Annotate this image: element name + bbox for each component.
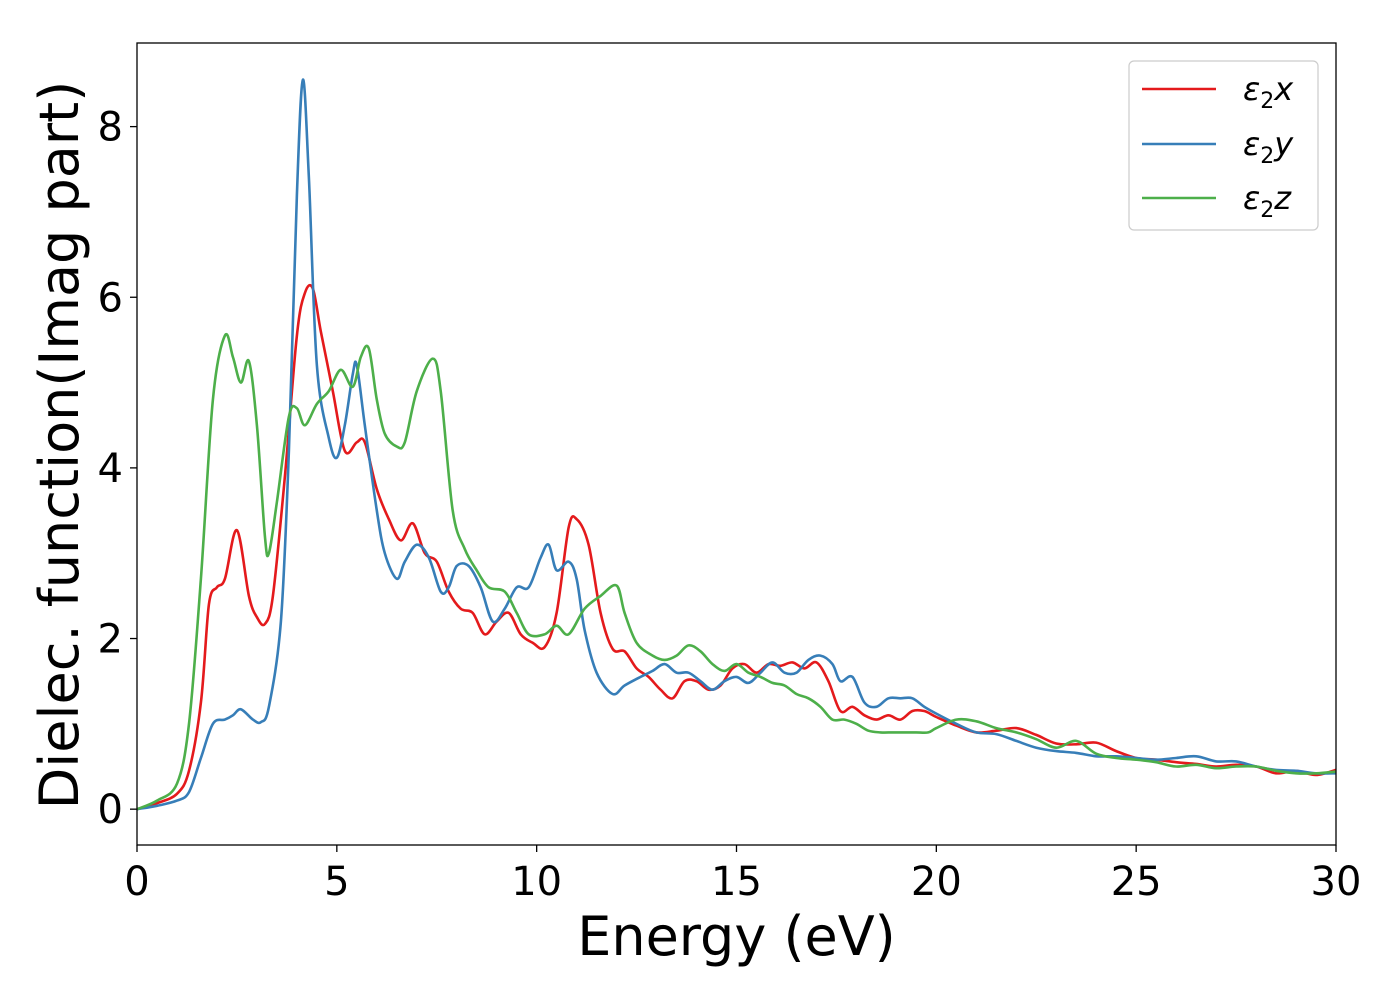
legend-box	[1128, 60, 1319, 231]
x-axis-ticks: 0 5 10 15 20 25 30	[124, 845, 1361, 905]
y-tick-label: 4	[98, 446, 123, 492]
x-tick-label: 0	[124, 859, 149, 905]
x-tick-label: 30	[1311, 859, 1362, 905]
legend-items: ε2x ε2y ε2z	[1142, 70, 1294, 223]
x-tick-label: 20	[911, 859, 962, 905]
legend-label-z: ε2z	[1243, 179, 1292, 223]
x-tick-label: 15	[711, 859, 762, 905]
series-line-y	[136, 78, 1337, 811]
y-tick-label: 6	[98, 275, 123, 321]
x-tick-label: 5	[324, 859, 349, 905]
y-tick-label: 8	[98, 105, 123, 151]
x-axis-title: Energy (eV)	[577, 905, 896, 968]
x-tick-label: 10	[511, 859, 562, 905]
y-tick-label: 0	[98, 787, 123, 833]
series-line-x	[136, 283, 1337, 811]
y-axis-ticks: 0 2 4 6 8	[98, 105, 137, 833]
x-tick-label: 25	[1111, 859, 1162, 905]
y-axis-title: Dielec. function(Imag part)	[28, 81, 91, 810]
legend-label-y: ε2y	[1243, 125, 1294, 169]
legend-label-x: ε2x	[1243, 70, 1294, 114]
y-tick-label: 2	[98, 617, 123, 663]
legend: ε2x ε2y ε2z	[1128, 60, 1319, 231]
series-layer	[136, 78, 1337, 811]
series-line-z	[136, 332, 1337, 811]
